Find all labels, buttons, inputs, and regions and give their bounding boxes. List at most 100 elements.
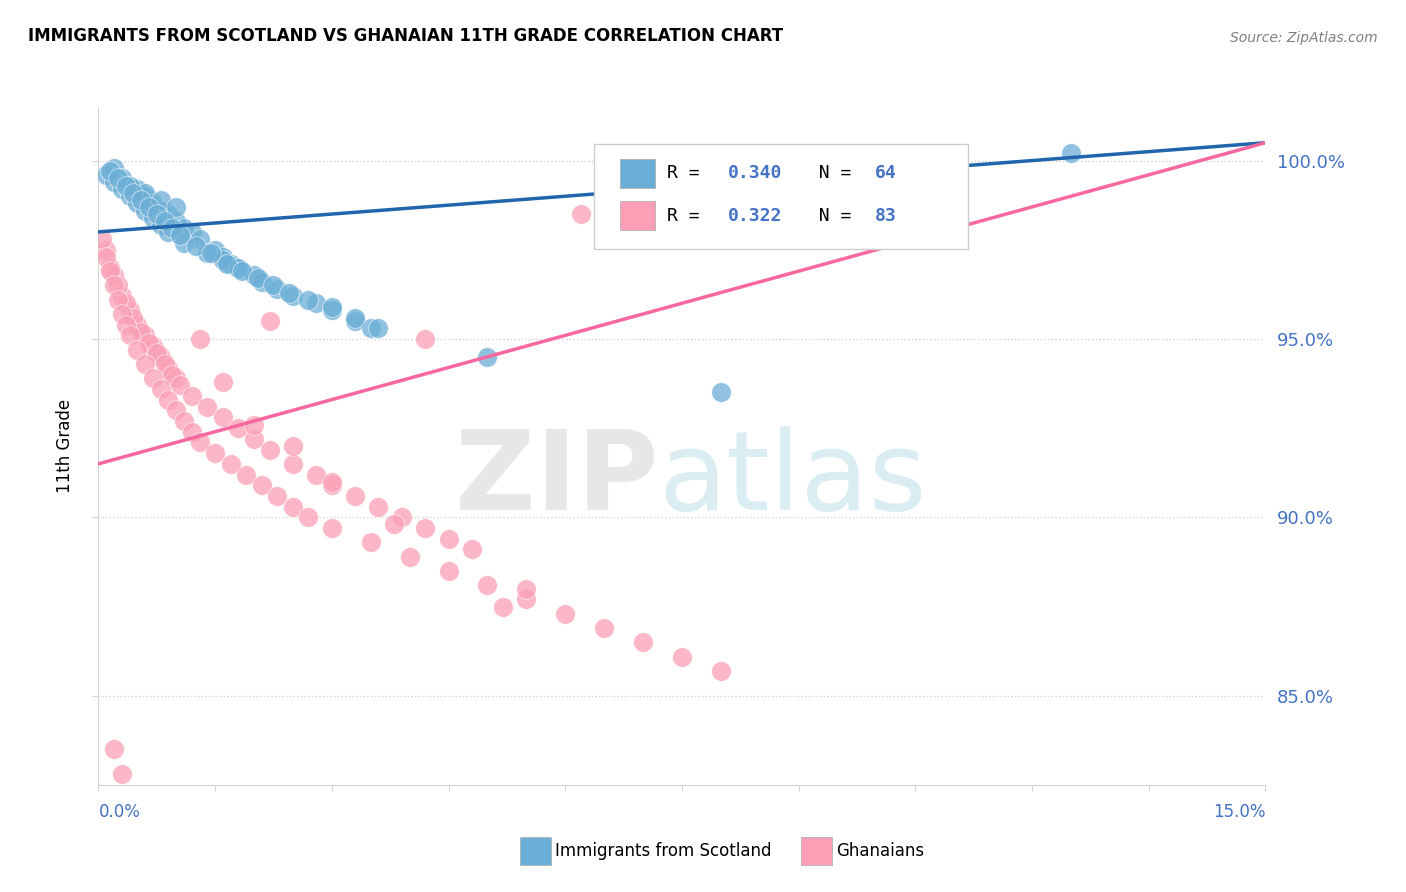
Text: atlas: atlas bbox=[658, 426, 927, 533]
Bar bbox=[620, 202, 655, 230]
Point bbox=[157, 392, 180, 407]
Point bbox=[243, 417, 266, 432]
Point bbox=[153, 214, 176, 228]
Point bbox=[96, 168, 118, 182]
Point bbox=[107, 171, 129, 186]
Point bbox=[195, 246, 218, 260]
Point bbox=[142, 339, 165, 353]
Point bbox=[127, 343, 149, 357]
Point bbox=[321, 300, 343, 314]
Point bbox=[212, 410, 235, 425]
Point bbox=[134, 357, 156, 371]
Point bbox=[461, 542, 484, 557]
Point bbox=[98, 260, 121, 275]
Text: ZIP: ZIP bbox=[456, 426, 658, 533]
Point bbox=[138, 200, 160, 214]
Point bbox=[127, 318, 149, 332]
Point bbox=[111, 289, 134, 303]
Point bbox=[367, 500, 389, 514]
Point bbox=[114, 178, 136, 193]
Point bbox=[98, 264, 121, 278]
Point bbox=[127, 182, 149, 196]
Point bbox=[554, 607, 576, 621]
Point bbox=[305, 467, 328, 482]
Point bbox=[134, 186, 156, 200]
Point bbox=[235, 467, 257, 482]
Point bbox=[321, 521, 343, 535]
Point bbox=[413, 521, 436, 535]
Point bbox=[107, 293, 129, 307]
Point bbox=[165, 403, 187, 417]
Text: N =: N = bbox=[797, 207, 863, 225]
Point bbox=[122, 310, 145, 325]
Text: 0.0%: 0.0% bbox=[98, 803, 141, 821]
Point bbox=[173, 235, 195, 250]
Point bbox=[219, 257, 242, 271]
Text: 15.0%: 15.0% bbox=[1213, 803, 1265, 821]
Point bbox=[134, 328, 156, 343]
Point bbox=[259, 442, 281, 457]
Point bbox=[671, 649, 693, 664]
Point bbox=[437, 532, 460, 546]
Point bbox=[266, 282, 288, 296]
Point bbox=[492, 599, 515, 614]
Point bbox=[259, 314, 281, 328]
Point bbox=[215, 257, 238, 271]
Point bbox=[228, 421, 250, 435]
Point bbox=[593, 621, 616, 635]
Point bbox=[103, 161, 125, 175]
Point bbox=[111, 182, 134, 196]
Point bbox=[111, 307, 134, 321]
Point bbox=[569, 207, 592, 221]
Point bbox=[228, 260, 250, 275]
Point bbox=[188, 232, 211, 246]
Point bbox=[142, 196, 165, 211]
Text: 83: 83 bbox=[875, 207, 896, 225]
Text: Source: ZipAtlas.com: Source: ZipAtlas.com bbox=[1230, 30, 1378, 45]
Point bbox=[127, 196, 149, 211]
Point bbox=[103, 268, 125, 282]
Point bbox=[231, 264, 253, 278]
Point bbox=[391, 510, 413, 524]
Point bbox=[162, 221, 184, 235]
Point bbox=[149, 203, 172, 218]
Point bbox=[103, 278, 125, 293]
Point bbox=[266, 489, 288, 503]
Point bbox=[212, 375, 235, 389]
Point bbox=[281, 439, 304, 453]
Point bbox=[111, 767, 134, 781]
Text: N =: N = bbox=[797, 164, 863, 183]
Point bbox=[200, 246, 222, 260]
Point bbox=[157, 225, 180, 239]
Point bbox=[149, 193, 172, 207]
Point bbox=[184, 239, 207, 253]
Text: Immigrants from Scotland: Immigrants from Scotland bbox=[555, 842, 772, 860]
Point bbox=[212, 253, 235, 268]
Point bbox=[142, 211, 165, 225]
Point bbox=[153, 357, 176, 371]
Point bbox=[157, 360, 180, 375]
Point bbox=[180, 425, 202, 439]
Point bbox=[173, 221, 195, 235]
Point bbox=[262, 278, 284, 293]
Point bbox=[710, 385, 733, 400]
Point bbox=[477, 350, 499, 364]
Text: 0.322: 0.322 bbox=[727, 207, 782, 225]
Point bbox=[360, 535, 382, 549]
Y-axis label: 11th Grade: 11th Grade bbox=[56, 399, 75, 493]
Point bbox=[173, 414, 195, 428]
Point bbox=[118, 178, 141, 193]
Point bbox=[107, 278, 129, 293]
Point bbox=[1060, 146, 1083, 161]
Point bbox=[188, 332, 211, 346]
Point bbox=[281, 457, 304, 471]
Point bbox=[243, 268, 266, 282]
Point bbox=[278, 285, 301, 300]
Point bbox=[157, 207, 180, 221]
Point bbox=[344, 489, 367, 503]
Point bbox=[477, 578, 499, 592]
Point bbox=[165, 214, 187, 228]
Point bbox=[129, 325, 152, 339]
Point bbox=[169, 228, 191, 243]
Point bbox=[515, 592, 537, 607]
